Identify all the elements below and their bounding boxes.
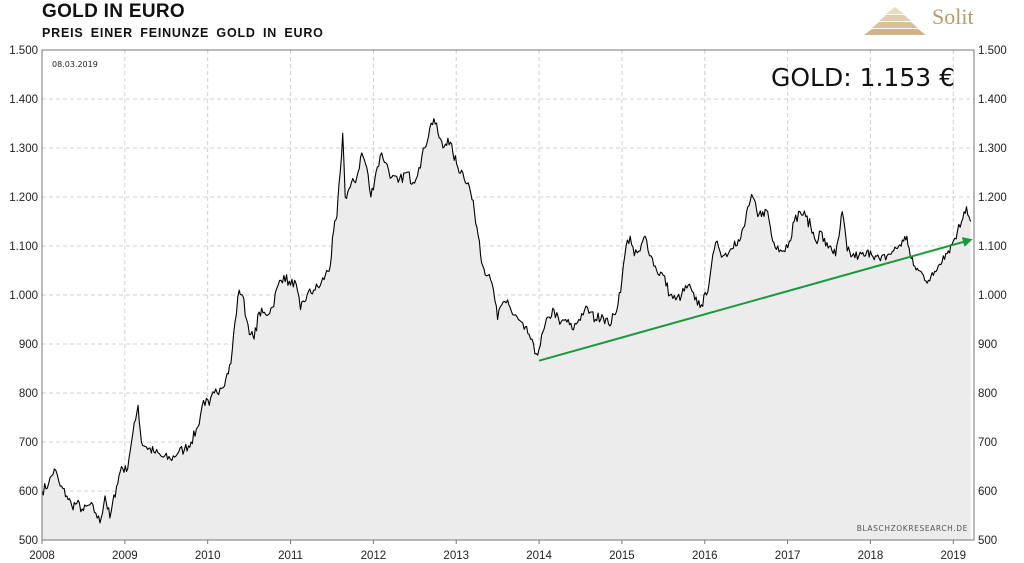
y-tick-label-right: 1.500: [978, 45, 1007, 57]
x-tick-label: 2011: [278, 550, 303, 562]
y-tick-label-left: 700: [19, 437, 38, 449]
trend-arrow: [538, 237, 973, 362]
y-tick-label-right: 800: [978, 388, 997, 400]
date-label: 08.03.2019: [52, 60, 98, 69]
y-tick-label-right: 1.000: [978, 290, 1007, 302]
x-axis: 2008 2009 2010 2011 2012 2013 2014 2015 2016 2017…: [29, 540, 966, 562]
y-tick-label-right: 700: [978, 437, 997, 449]
x-tick-label: 2008: [29, 550, 55, 562]
x-tick-label: 2019: [940, 550, 966, 562]
y-tick-label-right: 900: [978, 339, 997, 351]
pyramid-icon: [864, 7, 926, 35]
y-tick-label-left: 1.100: [9, 241, 38, 253]
source-label: BLASCHZOKRESEARCH.DE: [857, 524, 968, 533]
logo: Solit: [932, 4, 974, 29]
y-tick-label-left: 1.400: [9, 94, 38, 106]
y-tick-label-left: 1.000: [9, 290, 38, 302]
chart-title: GOLD IN EURO: [42, 1, 185, 22]
x-tick-label: 2018: [858, 550, 884, 562]
x-tick-label: 2017: [775, 550, 801, 562]
y-tick-label-left: 1.500: [9, 45, 38, 57]
y-tick-label-left: 500: [19, 535, 38, 547]
x-tick-label: 2009: [112, 550, 138, 562]
y-tick-label-right: 600: [978, 486, 997, 498]
y-tick-label-right: 1.200: [978, 192, 1007, 204]
price-line: [41, 118, 972, 524]
price-area: [42, 118, 971, 540]
plot-frame: [41, 49, 975, 541]
x-tick-label: 2016: [692, 550, 718, 562]
y-axis-right: 500 600 700 800 900 1.000 1.100 1.200 1.300 1.400…: [978, 45, 1007, 547]
y-tick-label-left: 800: [19, 388, 38, 400]
y-tick-label-left: 1.300: [9, 143, 38, 155]
y-tick-label-left: 600: [19, 486, 38, 498]
x-tick-label: 2012: [361, 550, 387, 562]
x-tick-label: 2015: [609, 550, 635, 562]
x-tick-label: 2010: [195, 550, 221, 562]
y-axis-left: 500 600 700 800 900 1.000 1.100 1.200 1.300 1.400…: [9, 45, 38, 547]
y-tick-label-left: 900: [19, 339, 38, 351]
y-tick-label-right: 1.100: [978, 241, 1007, 253]
x-tick-label: 2013: [443, 550, 469, 562]
x-tick-label: 2014: [526, 550, 552, 562]
y-tick-label-right: 1.400: [978, 94, 1007, 106]
y-tick-label-left: 1.200: [9, 192, 38, 204]
chart-subtitle: PREIS EINER FEINUNZE GOLD IN EURO: [42, 26, 324, 40]
y-tick-label-right: 1.300: [978, 143, 1007, 155]
gold-price-label: GOLD: 1.153 €: [771, 63, 955, 92]
y-tick-label-right: 500: [978, 535, 997, 547]
